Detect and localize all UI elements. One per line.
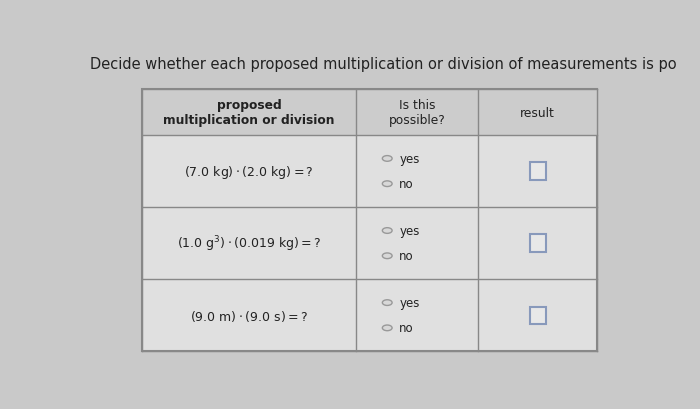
- Text: Decide whether each proposed multiplication or division of measurements is po: Decide whether each proposed multiplicat…: [90, 57, 677, 72]
- Circle shape: [382, 300, 392, 306]
- Text: no: no: [399, 178, 414, 191]
- Text: yes: yes: [399, 153, 419, 166]
- FancyBboxPatch shape: [141, 90, 598, 136]
- Circle shape: [382, 325, 392, 331]
- FancyBboxPatch shape: [530, 307, 546, 324]
- Text: no: no: [399, 249, 414, 263]
- Circle shape: [382, 228, 392, 234]
- FancyBboxPatch shape: [530, 163, 546, 180]
- Text: yes: yes: [399, 225, 419, 238]
- Circle shape: [382, 253, 392, 259]
- FancyBboxPatch shape: [141, 90, 598, 351]
- FancyBboxPatch shape: [530, 235, 546, 252]
- Text: $(7.0\ \mathrm{kg})\cdot(2.0\ \mathrm{kg}) = ?$: $(7.0\ \mathrm{kg})\cdot(2.0\ \mathrm{kg…: [184, 163, 314, 180]
- Circle shape: [382, 156, 392, 162]
- Text: $(9.0\ \mathrm{m})\cdot(9.0\ \mathrm{s}) = ?$: $(9.0\ \mathrm{m})\cdot(9.0\ \mathrm{s})…: [190, 308, 308, 323]
- Circle shape: [382, 182, 392, 187]
- Text: $(1.0\ \mathrm{g}^3)\cdot(0.019\ \mathrm{kg}) = ?$: $(1.0\ \mathrm{g}^3)\cdot(0.019\ \mathrm…: [176, 234, 321, 253]
- Text: result: result: [520, 106, 555, 119]
- Text: proposed
multiplication or division: proposed multiplication or division: [163, 99, 335, 127]
- Text: Is this
possible?: Is this possible?: [389, 99, 445, 127]
- Text: no: no: [399, 321, 414, 335]
- Text: yes: yes: [399, 297, 419, 309]
